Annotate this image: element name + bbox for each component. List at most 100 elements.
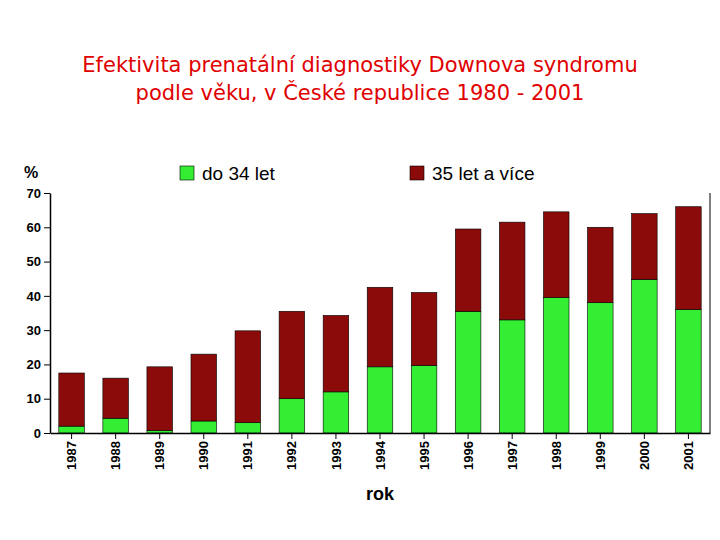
bar-segment xyxy=(367,367,393,433)
x-tick: 1995 xyxy=(417,433,432,470)
x-tick-mark xyxy=(335,433,336,439)
bar-segment xyxy=(543,298,569,433)
bar-segment xyxy=(588,303,614,433)
x-tick: 1996 xyxy=(461,433,476,470)
y-tick-label: 20 xyxy=(27,357,41,372)
y-axis-line xyxy=(50,194,52,434)
bar-segment xyxy=(147,367,173,431)
x-tick-label: 1990 xyxy=(196,441,211,470)
y-tick-label: 0 xyxy=(34,426,41,441)
bar-segment xyxy=(499,222,525,320)
y-tick: 30 xyxy=(27,323,50,338)
x-tick-mark xyxy=(512,433,513,439)
x-tick-label: 1997 xyxy=(505,441,520,470)
y-tick-label: 40 xyxy=(27,289,41,304)
bar-segment xyxy=(191,354,217,421)
x-axis-title: rok xyxy=(366,484,395,504)
legend-swatch xyxy=(410,166,424,180)
y-tick-mark xyxy=(44,364,50,365)
x-tick-mark xyxy=(556,433,557,439)
x-tick-label: 1993 xyxy=(328,441,343,470)
x-tick: 1992 xyxy=(284,433,299,470)
y-tick-mark xyxy=(44,296,50,297)
x-tick-mark xyxy=(291,433,292,439)
y-tick: 20 xyxy=(27,357,50,372)
title: Efektivita prenatální diagnostiky Downov… xyxy=(82,53,637,105)
x-tick-label: 1991 xyxy=(240,441,255,470)
x-tick: 1993 xyxy=(328,433,343,470)
bar-segment xyxy=(455,229,481,311)
x-tick-mark xyxy=(468,433,469,439)
x-axis: 1987 1988 1989 1990 1991 1992 1993 1994 1995 1996… xyxy=(51,433,711,470)
bar-segment xyxy=(279,311,305,398)
x-tick: 1988 xyxy=(108,433,123,470)
y-axis-title: % xyxy=(24,164,38,181)
bar-segment xyxy=(103,378,129,418)
x-tick: 2000 xyxy=(637,433,652,470)
x-tick-mark xyxy=(380,433,381,439)
y-tick-mark xyxy=(44,193,50,194)
x-tick: 1991 xyxy=(240,433,255,470)
x-tick-mark xyxy=(159,433,160,439)
x-tick-mark xyxy=(688,433,689,439)
bar-segment xyxy=(499,320,525,433)
plot: 0102030405060701987198819891990199119921… xyxy=(27,186,711,470)
x-tick-mark xyxy=(203,433,204,439)
y-tick-label: 30 xyxy=(27,323,41,338)
bar-segment xyxy=(59,373,85,426)
bar-segment xyxy=(103,418,129,433)
y-tick-mark xyxy=(44,330,50,331)
bar-segment xyxy=(676,207,702,310)
bar-segment xyxy=(411,365,437,433)
x-tick: 2001 xyxy=(681,433,696,470)
bars xyxy=(59,207,701,433)
x-tick-mark xyxy=(115,433,116,439)
y-tick: 50 xyxy=(27,254,50,269)
bar-segment xyxy=(632,214,658,280)
bar-segment xyxy=(411,292,437,365)
x-tick-label: 1999 xyxy=(593,441,608,470)
x-tick-label: 1994 xyxy=(373,440,388,470)
x-tick-mark xyxy=(600,433,601,439)
x-tick-label: 1995 xyxy=(417,441,432,470)
chart: Efektivita prenatální diagnostiky Downov… xyxy=(0,0,720,540)
frame-line xyxy=(710,193,711,433)
y-tick: 60 xyxy=(27,220,50,235)
x-tick-mark xyxy=(71,433,72,439)
bar-segment xyxy=(235,331,261,423)
bar-segment xyxy=(147,431,173,433)
bar-segment xyxy=(59,426,85,433)
y-axis: 0 10 20 30 40 50 60 70 xyxy=(27,186,51,441)
x-tick-label: 1998 xyxy=(549,441,564,470)
x-tick-label: 1996 xyxy=(461,441,476,470)
x-tick-mark xyxy=(247,433,248,439)
y-tick-label: 70 xyxy=(27,186,41,201)
y-tick-label: 50 xyxy=(27,254,41,269)
x-tick-label: 1988 xyxy=(108,441,123,470)
x-tick-label: 1992 xyxy=(284,441,299,470)
x-tick-mark xyxy=(424,433,425,439)
y-tick: 10 xyxy=(27,391,50,406)
x-tick-label: 1989 xyxy=(152,441,167,470)
x-tick: 1999 xyxy=(593,433,608,470)
bar-segment xyxy=(676,310,702,433)
y-tick-mark xyxy=(44,399,50,400)
y-tick-label: 10 xyxy=(27,391,41,406)
legend: do 34 let 35 let a více xyxy=(180,163,534,184)
legend-label: do 34 let xyxy=(202,163,276,184)
x-tick-mark xyxy=(644,433,645,439)
bar-segment xyxy=(323,392,349,433)
bar-segment xyxy=(367,287,393,367)
bar-segment xyxy=(235,423,261,433)
bar-segment xyxy=(455,311,481,433)
bar-segment xyxy=(632,279,658,433)
x-tick: 1987 xyxy=(64,433,79,470)
x-tick: 1994 xyxy=(373,433,388,470)
legend-swatch xyxy=(180,166,194,180)
y-tick: 0 xyxy=(34,426,50,441)
title-line: Efektivita prenatální diagnostiky Downov… xyxy=(82,53,637,77)
bar-segment xyxy=(279,399,305,433)
legend-label: 35 let a více xyxy=(432,163,534,184)
y-tick-mark xyxy=(44,262,50,263)
y-tick: 70 xyxy=(27,186,50,201)
